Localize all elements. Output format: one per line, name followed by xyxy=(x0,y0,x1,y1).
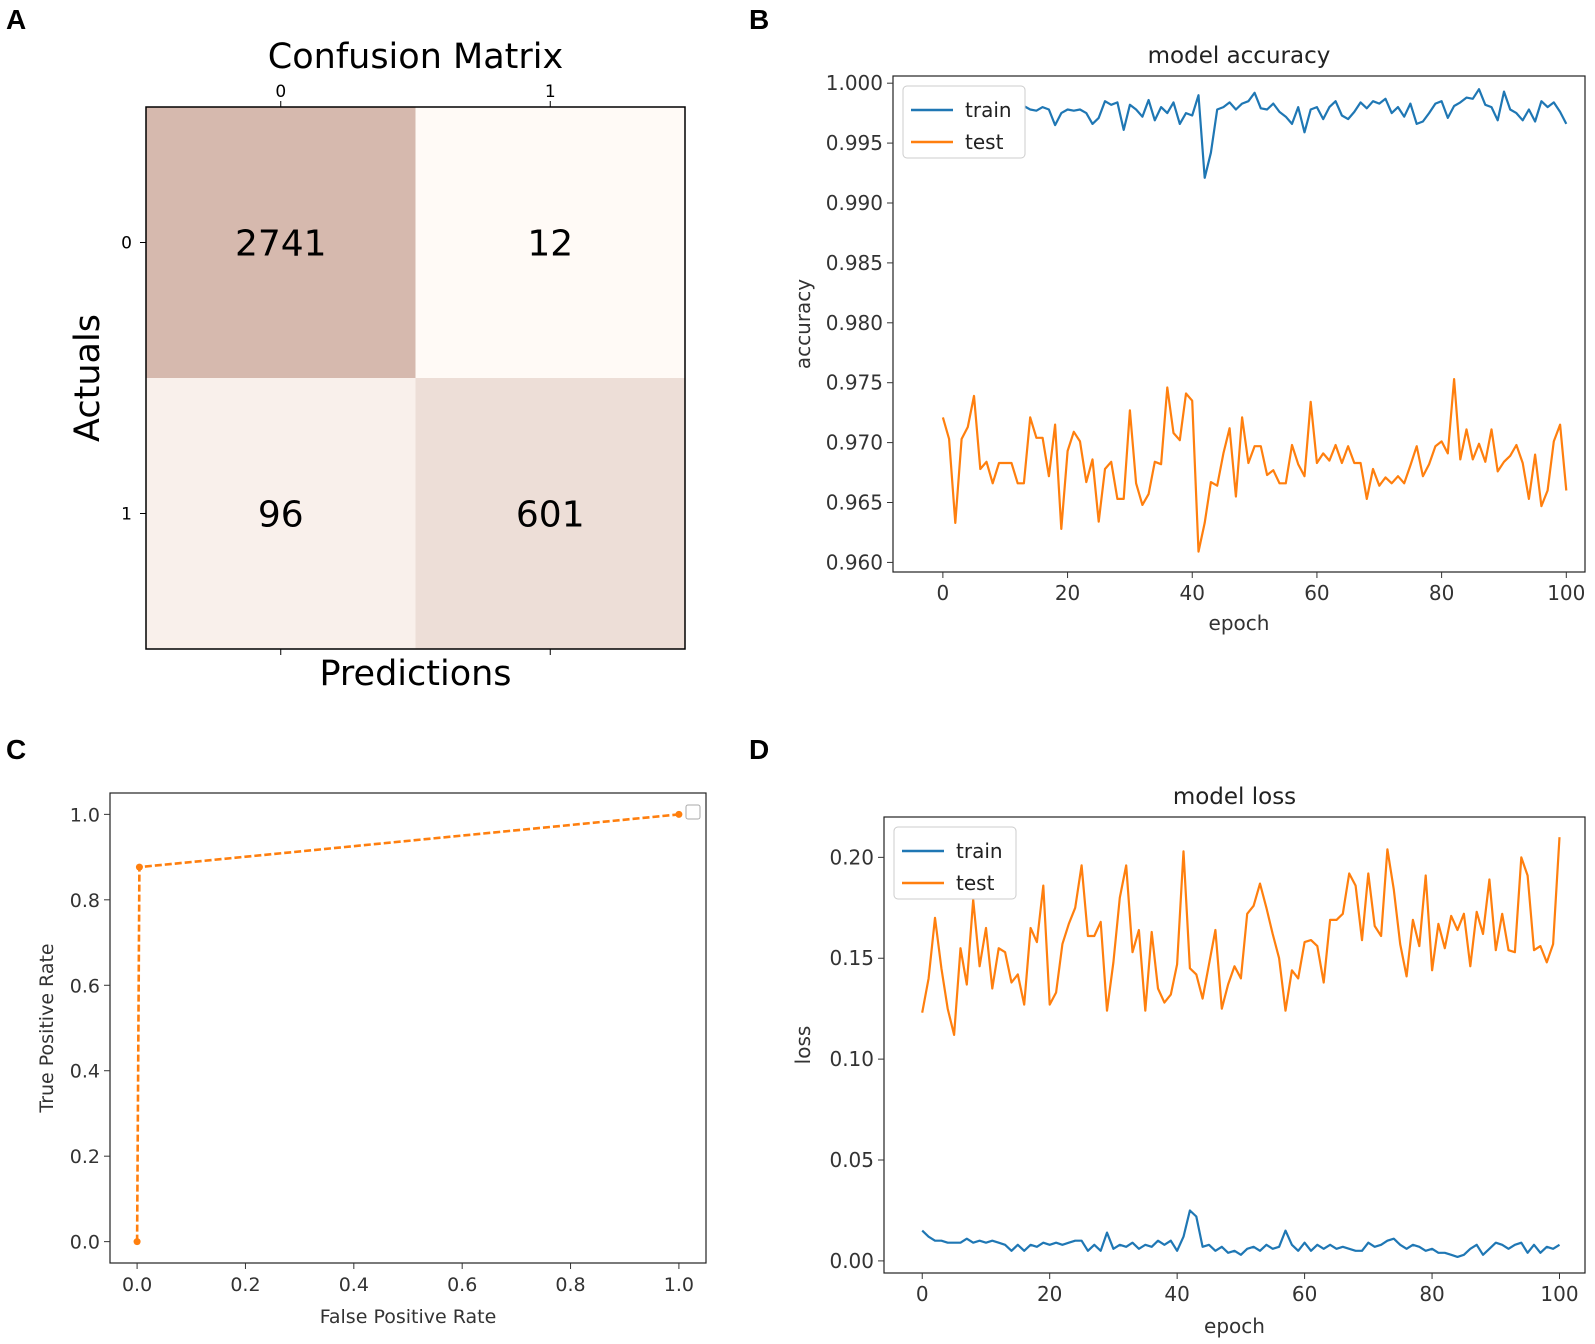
panel-label-b: B xyxy=(749,4,770,35)
accuracy-y-tick-label-0: 0.960 xyxy=(826,550,883,574)
accuracy-legend-label-test: test xyxy=(965,130,1004,154)
roc-y-tick-label-2: 0.4 xyxy=(70,1061,100,1083)
accuracy-x-tick-label-0: 0 xyxy=(937,581,950,605)
loss-x-tick-label-0: 0 xyxy=(916,1282,929,1306)
matrix-cell-1-0 xyxy=(146,378,416,649)
loss-y-tick-label-3: 0.15 xyxy=(829,946,874,970)
loss-y-tick-label-4: 0.20 xyxy=(829,845,874,869)
accuracy-x-tick-label-5: 100 xyxy=(1547,581,1585,605)
panel-label-a: A xyxy=(6,4,27,35)
panel-label-d: D xyxy=(749,734,770,765)
roc-x-tick-label-5: 1.0 xyxy=(664,1274,694,1296)
accuracy-y-tick-label-8: 1.000 xyxy=(826,71,883,95)
loss-title: model loss xyxy=(1173,784,1296,810)
roc-x-tick-label-4: 0.8 xyxy=(555,1274,585,1296)
roc-x-tick-label-2: 0.4 xyxy=(339,1274,369,1296)
accuracy-y-tick-label-3: 0.975 xyxy=(826,371,883,395)
matrix-cell-0-1 xyxy=(415,107,685,378)
accuracy-y-tick-label-2: 0.970 xyxy=(826,431,883,455)
accuracy-x-tick-label-2: 40 xyxy=(1180,581,1205,605)
roc-x-tick-label-1: 0.2 xyxy=(230,1274,260,1296)
matrix-cell-value-1-0: 96 xyxy=(258,495,304,536)
loss-x-tick-label-3: 60 xyxy=(1292,1282,1317,1306)
loss-x-tick-label-1: 20 xyxy=(1037,1282,1062,1306)
matrix-cell-value-0-0: 2741 xyxy=(235,224,327,265)
matrix-cell-value-0-1: 12 xyxy=(527,224,573,265)
loss-legend-box xyxy=(893,826,1017,900)
accuracy-legend-label-train: train xyxy=(965,98,1012,122)
accuracy-x-tick-label-1: 20 xyxy=(1055,581,1080,605)
accuracy-x-tick-label-4: 80 xyxy=(1429,581,1454,605)
loss-chart: 0 20 40 60 80 100 0.00 0.05 0.10 0.15 0.20 model lo… xyxy=(791,784,1586,1338)
matrix-cell-0-0 xyxy=(146,107,416,378)
roc-legend-box xyxy=(685,804,701,820)
accuracy-chart: 0 20 40 60 80 100 0.960 0.965 0.970 0.975 0.980 0.9… xyxy=(791,43,1586,635)
accuracy-y-tick-label-1: 0.965 xyxy=(826,491,883,515)
roc-y-tick-label-3: 0.6 xyxy=(70,975,100,997)
accuracy-y-tick-label-6: 0.990 xyxy=(826,191,883,215)
matrix-frame xyxy=(145,106,686,650)
accuracy-y-tick-label-7: 0.995 xyxy=(826,131,883,155)
accuracy-title: model accuracy xyxy=(1148,43,1331,69)
roc-y-tick-label-5: 1.0 xyxy=(70,804,100,826)
accuracy-y-tick-label-4: 0.980 xyxy=(826,311,883,335)
matrix-x-tick-label-0: 0 xyxy=(275,82,286,102)
loss-series-line-train xyxy=(921,1209,1561,1259)
accuracy-y-tick-label-5: 0.985 xyxy=(826,251,883,275)
loss-x-axis-label: epoch xyxy=(1204,1314,1265,1338)
loss-x-tick-label-4: 80 xyxy=(1419,1282,1444,1306)
roc-point-0 xyxy=(133,1238,141,1246)
matrix-cell-value-1-1: 601 xyxy=(516,495,585,536)
roc-chart: 0.0 0.2 0.4 0.6 0.8 1.0 0.0 0.2 0.4 0.6 0.8 1.0 Fals… xyxy=(36,792,707,1328)
roc-x-tick-label-3: 0.6 xyxy=(447,1274,477,1296)
loss-y-tick-label-1: 0.05 xyxy=(829,1148,874,1172)
matrix-y-axis-label: Actuals xyxy=(68,314,108,442)
loss-x-tick-label-5: 100 xyxy=(1540,1282,1578,1306)
accuracy-x-tick-label-3: 60 xyxy=(1304,581,1329,605)
loss-series-line-test xyxy=(921,837,1561,1037)
roc-x-axis-label: False Positive Rate xyxy=(320,1306,497,1328)
loss-y-tick-label-2: 0.10 xyxy=(829,1047,874,1071)
loss-legend-label-train: train xyxy=(956,839,1003,863)
loss-y-axis-label: loss xyxy=(791,1026,815,1065)
accuracy-series-line-train xyxy=(942,88,1568,179)
roc-point-2 xyxy=(675,810,683,818)
loss-y-tick-label-0: 0.00 xyxy=(829,1249,874,1273)
confusion-matrix-chart: 2741 12 96 601 0 1 0 1 Confusion Matrix Predictio… xyxy=(68,37,686,694)
panel-label-c: C xyxy=(6,734,27,765)
roc-y-tick-label-1: 0.2 xyxy=(70,1146,100,1168)
roc-point-1 xyxy=(135,863,143,871)
roc-plot-area xyxy=(109,792,707,1264)
roc-x-tick-label-0: 0.0 xyxy=(122,1274,152,1296)
roc-y-axis-label: True Positive Rate xyxy=(36,943,58,1113)
loss-legend-label-test: test xyxy=(956,871,995,895)
matrix-title: Confusion Matrix xyxy=(268,37,563,77)
accuracy-x-axis-label: epoch xyxy=(1209,611,1270,635)
matrix-cell-1-1 xyxy=(415,378,685,649)
accuracy-series-line-test xyxy=(941,378,1568,553)
matrix-x-tick-label-1: 1 xyxy=(545,82,556,102)
matrix-y-tick-label-1: 1 xyxy=(121,505,132,525)
accuracy-plot-area xyxy=(892,75,1586,573)
matrix-y-tick-label-0: 0 xyxy=(121,234,132,254)
loss-x-tick-label-2: 40 xyxy=(1164,1282,1189,1306)
roc-y-tick-label-4: 0.8 xyxy=(70,890,100,912)
matrix-x-axis-label: Predictions xyxy=(319,654,511,694)
roc-y-tick-label-0: 0.0 xyxy=(70,1232,100,1254)
accuracy-y-axis-label: accuracy xyxy=(791,279,815,369)
accuracy-legend-box xyxy=(902,85,1026,159)
